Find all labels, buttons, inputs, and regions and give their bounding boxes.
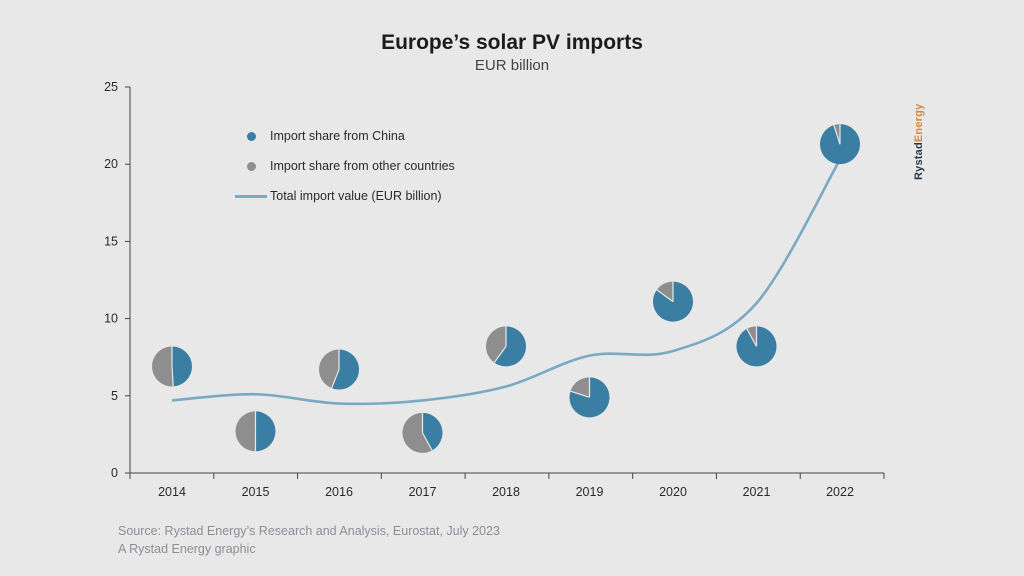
pie-slice-other bbox=[402, 412, 433, 453]
pie-divider bbox=[493, 346, 507, 363]
y-tick-label: 5 bbox=[111, 389, 118, 403]
x-tick-label: 2020 bbox=[659, 485, 687, 499]
chart-subtitle: EUR billion bbox=[474, 57, 550, 74]
y-tick-label: 0 bbox=[111, 466, 118, 480]
source-text: Source: Rystad Energy’s Research and Ana… bbox=[118, 524, 500, 538]
x-tick-label: 2021 bbox=[743, 485, 771, 499]
credit-text: A Rystad Energy graphic bbox=[118, 542, 256, 556]
pie-divider bbox=[570, 390, 590, 398]
x-tick-label: 2022 bbox=[826, 485, 854, 499]
x-tick-label: 2017 bbox=[409, 485, 437, 499]
pie-slice-china bbox=[172, 346, 192, 387]
x-tick-label: 2018 bbox=[492, 485, 520, 499]
pie-slice-other bbox=[235, 411, 256, 452]
x-tick-label: 2019 bbox=[576, 485, 604, 499]
legend-swatch-other bbox=[246, 161, 256, 171]
chart-legend: Import share from China Import share fro… bbox=[232, 128, 455, 218]
chart-title: Europe’s solar PV imports bbox=[381, 31, 643, 54]
legend-item-other: Import share from other countries bbox=[232, 158, 455, 174]
pie-slice-other bbox=[656, 281, 673, 302]
y-tick-label: 25 bbox=[104, 80, 118, 94]
legend-label-other: Import share from other countries bbox=[270, 159, 455, 173]
x-tick-label: 2015 bbox=[242, 485, 270, 499]
legend-swatch-line bbox=[235, 194, 267, 198]
series-line-total bbox=[171, 158, 842, 406]
x-tick-label: 2014 bbox=[158, 485, 186, 499]
pie-divider bbox=[421, 432, 433, 451]
legend-label-total: Total import value (EUR billion) bbox=[270, 189, 442, 203]
source-note: Source: Rystad Energy’s Research and Ana… bbox=[118, 522, 500, 558]
pie-slice-china bbox=[255, 411, 276, 452]
y-tick-label: 15 bbox=[104, 234, 118, 248]
brand-logo-part1: Rystad bbox=[913, 142, 925, 180]
brand-logo: RystadEnergy bbox=[913, 104, 925, 180]
pie-slice-other bbox=[486, 326, 506, 363]
legend-label-china: Import share from China bbox=[270, 129, 405, 143]
legend-swatch-china bbox=[246, 131, 256, 141]
brand-logo-part2: Energy bbox=[913, 103, 925, 143]
y-tick-label: 20 bbox=[104, 157, 118, 171]
legend-item-total: Total import value (EUR billion) bbox=[232, 188, 455, 204]
y-tick-label: 10 bbox=[104, 312, 118, 326]
pie-slice-china bbox=[331, 349, 359, 390]
pie-divider bbox=[656, 289, 674, 303]
pie-divider bbox=[833, 124, 841, 145]
pie-divider bbox=[746, 328, 758, 347]
pie-divider bbox=[331, 369, 340, 389]
x-tick-label: 2016 bbox=[325, 485, 353, 499]
legend-item-china: Import share from China bbox=[232, 128, 455, 144]
pie-slice-other bbox=[151, 346, 174, 387]
pie-slice-other bbox=[318, 349, 339, 389]
pie-slice-china bbox=[494, 326, 526, 367]
pie-divider bbox=[171, 366, 174, 387]
